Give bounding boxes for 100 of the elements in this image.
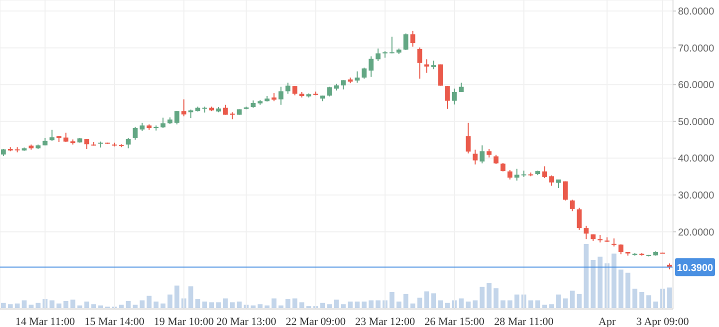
bar: [584, 244, 589, 308]
bar: [562, 298, 568, 308]
y-tick-label: 60.0000: [678, 80, 715, 92]
bar: [570, 290, 575, 308]
bar: [285, 299, 290, 308]
bar: [258, 304, 263, 308]
bar: [223, 298, 228, 308]
bar: [320, 302, 326, 308]
x-tick-label: Apr: [598, 316, 616, 327]
candlestick: [507, 169, 512, 180]
bar: [1, 302, 6, 308]
bar: [667, 288, 672, 308]
candlestick: [542, 166, 548, 179]
candlestick: [562, 180, 568, 201]
bar: [500, 300, 506, 308]
candlestick: [390, 36, 394, 54]
candlestick: [354, 70, 360, 84]
candlestick: [452, 88, 457, 105]
bar: [542, 304, 548, 308]
x-tick-label: 15 Mar 14:00: [84, 316, 145, 327]
bar: [195, 299, 200, 308]
candlestick: [84, 138, 90, 150]
bar: [403, 294, 408, 308]
y-tick-label: 50.0000: [678, 116, 715, 128]
candlestick: [403, 32, 408, 51]
bar: [431, 293, 436, 308]
candlestick: [50, 129, 54, 142]
x-tick-label: 14 Mar 11:00: [15, 316, 76, 327]
y-tick-label: 40.0000: [678, 154, 715, 165]
bar: [625, 272, 630, 308]
candlestick: [285, 82, 290, 94]
x-tick-label: 23 Mar 12:00: [355, 316, 416, 327]
bar: [118, 304, 124, 308]
bar: [340, 304, 346, 308]
bar: [410, 304, 416, 308]
bar: [36, 302, 41, 308]
bar: [56, 304, 62, 308]
candlestick: [410, 30, 416, 48]
bar: [396, 302, 402, 308]
y-tick-label: 80.0000: [678, 6, 715, 18]
bar: [230, 302, 235, 308]
bar: [368, 300, 374, 308]
bar: [272, 298, 276, 308]
bar: [63, 300, 68, 308]
bar: [22, 300, 27, 308]
candlestick: [181, 98, 186, 117]
candlestick: [424, 58, 430, 74]
bar: [362, 302, 367, 308]
candlestick: [174, 110, 180, 125]
candlestick: [340, 80, 346, 90]
bar: [216, 302, 221, 308]
bar: [576, 294, 582, 308]
bar: [250, 305, 256, 308]
bar: [236, 302, 242, 308]
y-tick-label: 20.0000: [678, 227, 715, 238]
candlestick: [514, 168, 520, 182]
candlestick: [376, 48, 381, 62]
candlestick: [132, 126, 138, 140]
candlestick: [278, 86, 284, 106]
bar: [466, 302, 471, 308]
x-tick-label: 28 Mar 11:00: [494, 316, 554, 327]
bar: [174, 286, 180, 308]
bar: [612, 254, 616, 308]
bar: [472, 300, 478, 308]
candlestick: [126, 137, 131, 149]
bar: [549, 304, 554, 308]
candlestick: [368, 56, 374, 78]
bar: [140, 300, 145, 308]
bar: [445, 302, 450, 308]
candlestick: [466, 122, 471, 154]
candlestick: [63, 132, 68, 142]
bar: [299, 302, 304, 308]
bar: [160, 304, 166, 308]
candlestick: [570, 199, 575, 212]
bar: [424, 291, 430, 308]
bar: [514, 294, 520, 308]
x-tick-label: 19 Mar 10:00: [154, 316, 214, 327]
candlestick: [598, 234, 603, 243]
bar: [598, 256, 603, 308]
bar: [438, 300, 443, 308]
bar: [202, 302, 208, 308]
candlestick: [472, 149, 478, 165]
candlestick: [480, 144, 485, 164]
bar: [348, 302, 353, 308]
bar: [528, 300, 534, 308]
candlestick: [584, 225, 589, 240]
candlestick: [362, 67, 367, 80]
bar: [390, 292, 394, 308]
bar: [126, 300, 131, 308]
bar: [91, 304, 96, 308]
bar: [556, 294, 561, 308]
candlestick: [292, 86, 298, 96]
bar: [535, 300, 540, 308]
bar: [494, 288, 498, 308]
candlestick: [494, 154, 498, 165]
x-tick-label: 20 Mar 13:00: [216, 316, 277, 327]
bar: [376, 300, 381, 308]
candlestick: [458, 82, 464, 92]
bar: [98, 305, 103, 308]
candlestick: [223, 104, 228, 116]
